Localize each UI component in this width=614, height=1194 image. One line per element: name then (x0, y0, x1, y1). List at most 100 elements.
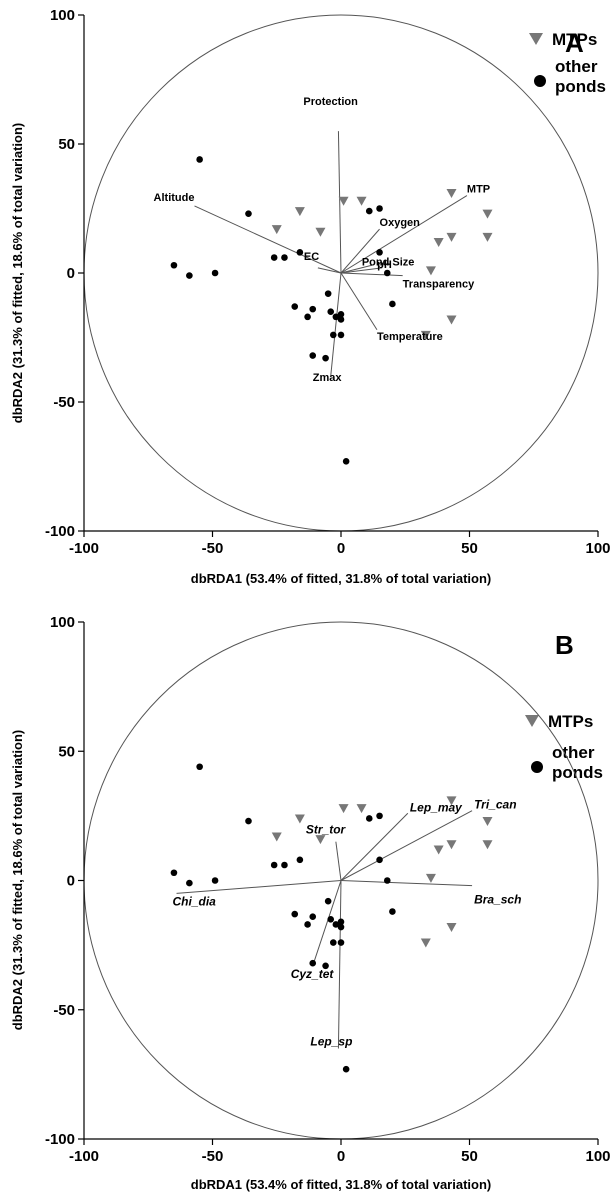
panel-b: B MTPs other ponds dbRDA1 (53.4% of fitt… (10, 630, 603, 1192)
vector-lep-may (340, 812, 409, 881)
legend-other-label-line1: other (555, 57, 598, 76)
point-other-pond (365, 207, 373, 215)
plot-a: -100 -50 0 50 100 100 50 0 -50 -100 Protection Alti… (45, 7, 611, 557)
point-other-pond (281, 861, 288, 869)
legend-other-marker (534, 75, 546, 87)
vector-label: MTP (467, 184, 490, 196)
vector-lep-sp (337, 880, 342, 1049)
point-mtp (271, 832, 282, 842)
panel-letter-b: B (555, 630, 574, 660)
vector-temperature (340, 272, 378, 331)
point-other-pond (332, 921, 340, 928)
legend-mtp-label: MTPs (552, 30, 597, 49)
point-mtp (446, 840, 457, 850)
point-other-pond (329, 331, 337, 339)
x-axis-title-a: dbRDA1 (53.4% of fitted, 31.8% of total … (191, 571, 492, 586)
x-tick-label: 50 (461, 1148, 478, 1165)
vector-transparency (340, 272, 403, 277)
y-tick-label: 100 (50, 7, 75, 24)
point-other-pond (329, 939, 337, 946)
point-other-pond (332, 313, 340, 321)
point-other-pond (389, 908, 396, 915)
point-other-pond (296, 856, 304, 864)
point-mtp (446, 796, 457, 806)
vector-str-tor (335, 841, 342, 881)
point-other-pond (245, 210, 252, 217)
x-tick-label: 100 (585, 1148, 610, 1165)
point-other-pond (296, 249, 304, 256)
x-tick-label: 0 (337, 540, 345, 557)
vector-mtp (340, 195, 468, 274)
point-other-pond (309, 959, 317, 967)
point-other-pond (309, 352, 317, 359)
point-mtp (433, 238, 444, 248)
y-tick-label: -50 (53, 1002, 75, 1019)
vector-label: Str_tor (306, 823, 347, 837)
point-other-pond (309, 913, 317, 920)
x-tick-label: 0 (337, 1148, 345, 1165)
point-mtp (425, 266, 436, 276)
vector-label: Oxygen (380, 217, 421, 229)
point-other-pond (170, 261, 178, 269)
point-other-pond (270, 254, 278, 261)
x-tick-label: -100 (69, 540, 99, 557)
vector-bra-sch (340, 880, 473, 887)
point-other-pond (342, 458, 350, 465)
point-mtp (446, 315, 457, 325)
point-other-pond (245, 817, 252, 825)
vector-label: Transparency (403, 279, 475, 291)
point-mtp (356, 804, 367, 814)
point-other-pond (327, 915, 335, 923)
x-tick-label: -50 (202, 1148, 224, 1165)
y-tick-label: 100 (50, 614, 75, 631)
vector-label: Protection (303, 96, 358, 108)
vector-tri-can (340, 810, 473, 881)
x-tick-label: 100 (585, 540, 610, 557)
vector-zmax (330, 272, 342, 377)
point-other-pond (196, 156, 203, 163)
x-tick-label: 50 (461, 540, 478, 557)
point-other-pond (342, 1065, 350, 1073)
vector-ph (340, 267, 383, 274)
point-mtp (294, 814, 305, 824)
vector-label: Altitude (154, 192, 195, 204)
point-other-pond (291, 303, 299, 310)
point-other-pond (324, 897, 332, 905)
point-mtp (420, 330, 431, 340)
legend-other-label-line2: ponds (555, 77, 606, 96)
point-other-pond (337, 923, 345, 931)
point-other-pond (270, 861, 278, 869)
vector-label: Tri_can (474, 798, 516, 812)
vector-cyz-tet (312, 880, 342, 966)
vector-oxygen (340, 228, 380, 274)
vector-protection (337, 131, 342, 274)
point-other-pond (327, 308, 335, 316)
legend-mtp-label: MTPs (548, 712, 593, 731)
vector-label: Lep_sp (310, 1035, 352, 1049)
legend-other-label-line1: other (552, 743, 595, 762)
point-other-pond (376, 205, 383, 212)
legend-other-marker (531, 761, 543, 773)
point-other-pond (337, 331, 345, 339)
point-other-pond (309, 305, 317, 313)
point-mtp (338, 196, 349, 206)
x-tick-label: -50 (202, 540, 224, 557)
y-axis-title-a: dbRDA2 (31.3% of fitted, 18.6% of total … (10, 123, 25, 424)
legend-mtp-marker (525, 715, 539, 727)
vector-label: Zmax (313, 372, 343, 384)
vector-label: Pond Size (362, 256, 415, 268)
point-other-pond (304, 313, 311, 321)
y-tick-label: 0 (67, 265, 75, 282)
y-tick-label: -50 (53, 394, 75, 411)
point-other-pond (196, 763, 203, 771)
point-mtp (446, 232, 457, 242)
point-mtp (356, 196, 367, 206)
point-other-pond (324, 290, 332, 297)
y-tick-label: -100 (45, 523, 75, 540)
vector-ec (317, 267, 342, 274)
point-other-pond (337, 316, 345, 323)
vector-label: Cyz_tet (291, 967, 335, 981)
point-mtp (446, 189, 457, 199)
panel-a: A MTPs other ponds dbRDA1 (53.4% of fitt… (10, 28, 606, 586)
